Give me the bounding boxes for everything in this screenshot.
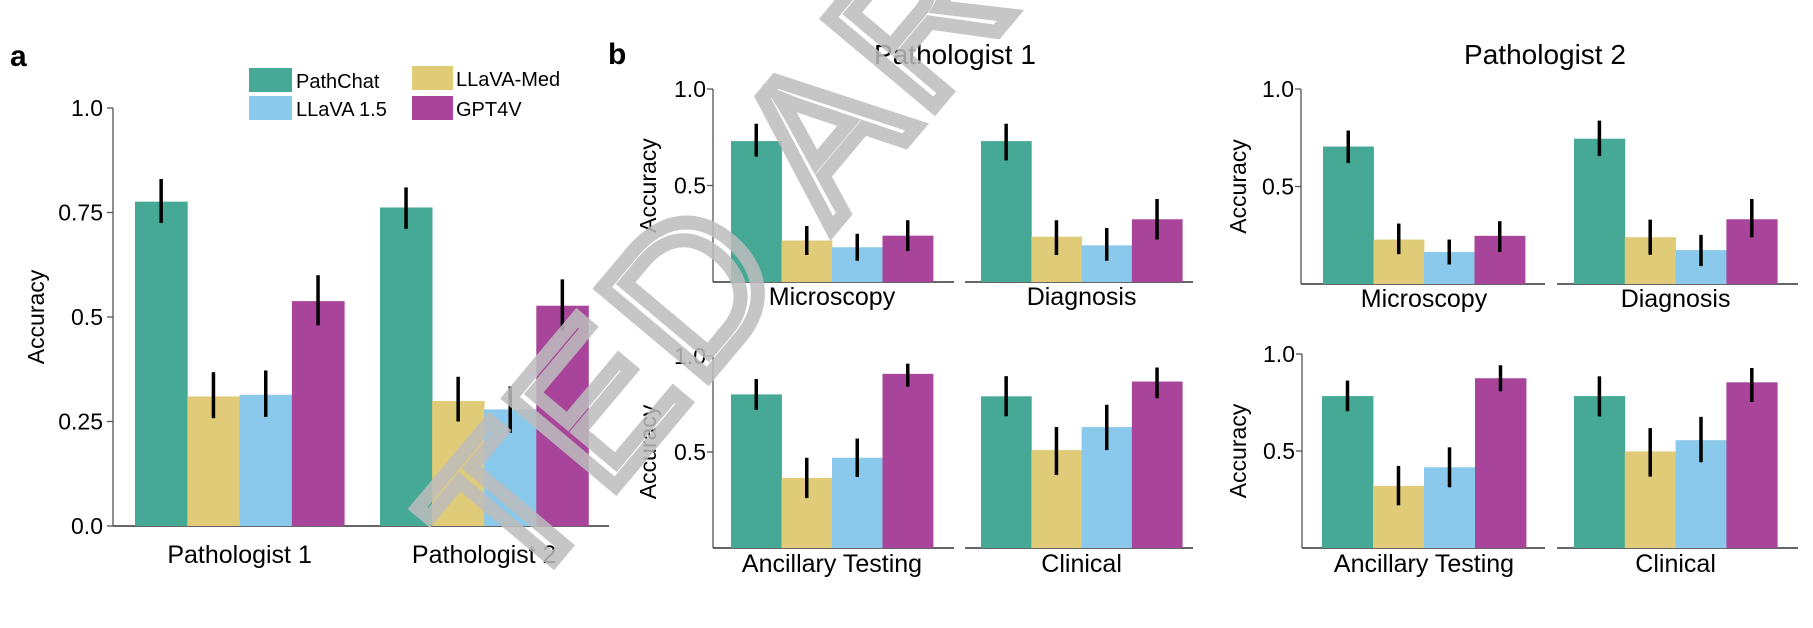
category-label-diagnosis: Diagnosis bbox=[1621, 285, 1731, 313]
y-tick-label: 0.5 bbox=[71, 304, 103, 330]
y-tick-label: 0.0 bbox=[71, 513, 103, 539]
bar-clinical-gpt4v bbox=[1726, 382, 1778, 548]
chart-b-p1-bottom: 0.5 1.0 Accuracy Ancillary Testing Clinical bbox=[635, 343, 1193, 578]
legend-swatch-llava-1-5 bbox=[249, 96, 292, 120]
legend: PathChat LLaVA-Med LLaVA 1.5 GPT4V bbox=[249, 66, 560, 121]
y-tick-label: 1.0 bbox=[674, 343, 706, 369]
bar-microscopy-pathchat bbox=[731, 141, 782, 282]
y-tick-label: 0.75 bbox=[58, 200, 103, 226]
y-tick-label: 0.5 bbox=[674, 173, 706, 199]
panel-b-title-pathologist-2: Pathologist 2 bbox=[1464, 39, 1626, 70]
bar-pathologist-1-gpt4v bbox=[291, 301, 345, 526]
category-label-clinical: Clinical bbox=[1041, 550, 1122, 578]
chart-a: 0.0 0.25 0.5 0.75 1.0 Accuracy Pathologist 1 Pa… bbox=[23, 95, 609, 569]
bar-pathologist-1-pathchat bbox=[135, 201, 188, 526]
bar-ancillary-testing-gpt4v bbox=[1475, 378, 1527, 548]
bar-pathologist-2-gpt4v bbox=[536, 305, 589, 526]
y-tick-label: 1.0 bbox=[674, 76, 706, 102]
chart-b-p2-top: 0.5 1.0 Accuracy Microscopy Diagnosis bbox=[1225, 76, 1798, 313]
bar-ancillary-testing-pathchat bbox=[731, 394, 782, 548]
bar-diagnosis-pathchat bbox=[981, 141, 1032, 282]
category-label-diagnosis: Diagnosis bbox=[1027, 283, 1137, 311]
category-label-microscopy: Microscopy bbox=[769, 283, 896, 311]
bar-pathologist-2-pathchat bbox=[380, 207, 433, 526]
panel-b-title-pathologist-1: Pathologist 1 bbox=[874, 39, 1036, 70]
chart-b-p2-bottom: 0.5 1.0 Accuracy Ancillary Testing Clinical bbox=[1225, 341, 1798, 578]
y-tick-label: 1.0 bbox=[1263, 341, 1295, 367]
y-axis-title: Accuracy bbox=[635, 138, 661, 233]
legend-swatch-llava-med bbox=[412, 66, 453, 90]
category-label-microscopy: Microscopy bbox=[1361, 285, 1488, 313]
y-axis-title: Accuracy bbox=[23, 269, 49, 364]
category-label-ancillary-testing: Ancillary Testing bbox=[742, 550, 922, 578]
y-tick-label: 0.5 bbox=[674, 439, 706, 465]
category-label-pathologist-1: Pathologist 1 bbox=[167, 541, 312, 569]
category-label-pathologist-2: Pathologist 2 bbox=[412, 541, 557, 569]
bar-pathologist-2-llava-med bbox=[432, 401, 485, 526]
bar-ancillary-testing-gpt4v bbox=[882, 373, 934, 548]
y-tick-label: 0.25 bbox=[58, 409, 103, 435]
chart-b-p1-top: 0.5 1.0 Accuracy Microscopy Diagnosis bbox=[635, 76, 1193, 311]
legend-label-llava-med: LLaVA-Med bbox=[456, 69, 560, 91]
y-tick-label: 1.0 bbox=[1262, 76, 1294, 102]
y-tick-label: 0.5 bbox=[1263, 438, 1295, 464]
bar-microscopy-pathchat bbox=[1323, 146, 1374, 284]
y-axis-title: Accuracy bbox=[635, 404, 661, 499]
bar-ancillary-testing-pathchat bbox=[1322, 396, 1374, 548]
y-axis-title: Accuracy bbox=[1225, 139, 1251, 234]
legend-label-pathchat: PathChat bbox=[296, 71, 380, 93]
bar-diagnosis-pathchat bbox=[1574, 138, 1626, 284]
legend-label-llava-1-5: LLaVA 1.5 bbox=[296, 99, 387, 121]
panel-a-letter: a bbox=[10, 40, 27, 73]
bar-clinical-gpt4v bbox=[1131, 381, 1183, 548]
legend-swatch-pathchat bbox=[249, 68, 292, 92]
legend-swatch-gpt4v bbox=[412, 96, 453, 120]
bar-clinical-pathchat bbox=[1574, 396, 1626, 548]
bar-clinical-pathchat bbox=[981, 396, 1032, 548]
y-tick-label: 1.0 bbox=[71, 95, 103, 121]
y-axis-title: Accuracy bbox=[1225, 403, 1251, 498]
category-label-clinical: Clinical bbox=[1635, 550, 1716, 578]
category-label-ancillary-testing: Ancillary Testing bbox=[1334, 550, 1514, 578]
legend-label-gpt4v: GPT4V bbox=[456, 99, 522, 121]
panel-b-letter: b bbox=[608, 38, 626, 71]
y-tick-label: 0.5 bbox=[1262, 174, 1294, 200]
